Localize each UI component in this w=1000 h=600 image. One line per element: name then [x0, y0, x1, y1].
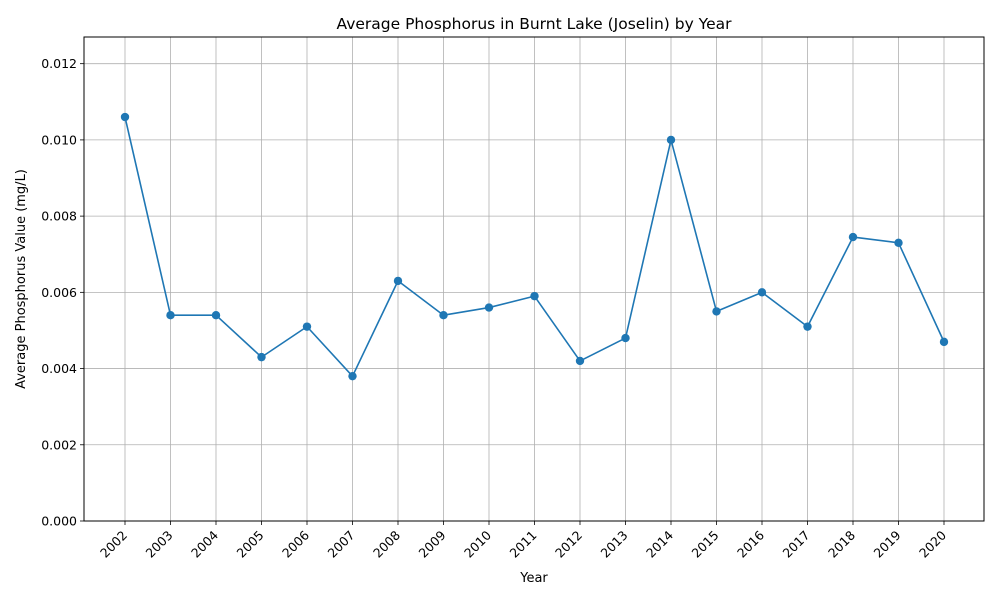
y-axis: 0.000 0.002 0.004 0.006 0.008 0.010 0.012: [41, 56, 84, 529]
data-point-2015: [712, 307, 721, 316]
y-tick-label: 0.006: [41, 285, 77, 300]
series-layer: [120, 112, 949, 381]
data-point-2009: [439, 311, 448, 320]
y-tick-label: 0.008: [41, 209, 77, 224]
data-point-2008: [393, 276, 403, 286]
data-point-2005: [257, 352, 266, 362]
data-point-2004: [211, 311, 221, 320]
y-axis-title: Average Phosphorus Value (mg/L): [14, 169, 29, 389]
data-point-2020: [939, 337, 949, 347]
y-tick-label: 0.010: [41, 132, 77, 147]
data-point-2006: [302, 322, 312, 331]
data-point-2007: [348, 371, 357, 381]
x-axis-title: Year: [519, 571, 548, 586]
data-point-2012: [575, 356, 585, 366]
data-point-2014: [666, 135, 676, 145]
data-point-2019: [894, 238, 903, 247]
data-point-2013: [621, 333, 630, 343]
data-point-2016: [757, 288, 767, 297]
y-tick-label: 0.002: [41, 437, 77, 452]
data-point-2011: [530, 291, 539, 301]
data-point-2018: [848, 232, 858, 242]
data-point-2003: [166, 311, 175, 320]
data-point-2010: [484, 303, 494, 312]
y-tick-label: 0.012: [41, 56, 77, 71]
plot-frame: [83, 36, 985, 522]
chart-title: Average Phosphorus in Burnt Lake (Joseli…: [337, 15, 733, 33]
y-tick-label: 0.000: [41, 514, 77, 529]
data-point-2017: [803, 322, 812, 331]
y-tick-label: 0.004: [41, 361, 77, 376]
data-point-2002: [120, 112, 130, 122]
